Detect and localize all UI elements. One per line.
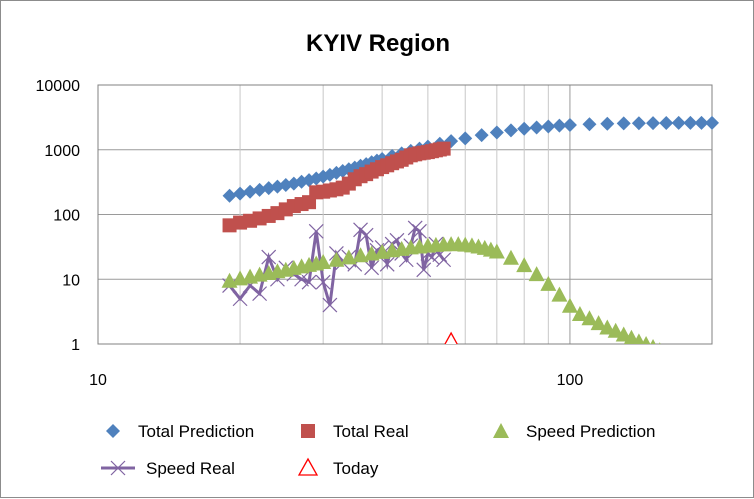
- legend: Total Prediction Total Real Speed Predicti…: [101, 422, 655, 478]
- point-total-prediction: [517, 121, 532, 136]
- legend-item-today: Today: [297, 457, 379, 478]
- point-speed-prediction: [502, 249, 519, 265]
- point-speed-real: [252, 286, 268, 302]
- x-tick-label: 100: [557, 372, 584, 389]
- series-total-prediction: [222, 115, 719, 203]
- point-speed-real: [364, 260, 380, 276]
- point-total-prediction: [582, 117, 597, 132]
- point-speed-real: [315, 274, 331, 290]
- point-speed-prediction: [633, 333, 645, 344]
- point-total-prediction: [489, 125, 504, 140]
- point-speed-prediction: [540, 275, 557, 291]
- legend-item-total-prediction: Total Prediction: [106, 422, 254, 441]
- point-total-prediction: [616, 116, 631, 131]
- point-total-prediction: [233, 186, 248, 201]
- point-total-real: [222, 218, 237, 233]
- point-total-prediction: [474, 128, 489, 143]
- point-speed-prediction: [328, 251, 345, 267]
- point-speed-prediction: [658, 342, 661, 344]
- point-total-prediction: [541, 119, 556, 134]
- point-total-prediction: [631, 116, 646, 131]
- y-tick-label: 10: [62, 272, 80, 289]
- point-total-prediction: [659, 115, 674, 130]
- point-speed-prediction: [561, 297, 578, 313]
- point-total-prediction: [261, 181, 276, 196]
- point-speed-real: [308, 223, 324, 239]
- series-speed-prediction: [221, 236, 661, 344]
- legend-item-total-real: Total Real: [301, 422, 409, 441]
- point-speed-prediction: [551, 286, 568, 302]
- point-speed-real: [358, 227, 374, 243]
- point-speed-real: [407, 220, 423, 236]
- point-total-prediction: [552, 118, 567, 133]
- point-speed-real: [379, 256, 395, 272]
- chart-title: KYIV Region: [306, 30, 450, 57]
- legend-label-total-real: Total Real: [333, 422, 409, 441]
- point-speed-prediction: [516, 257, 533, 273]
- point-speed-prediction: [590, 315, 607, 331]
- x-axis-tick-labels: 10 100: [89, 372, 583, 389]
- point-total-prediction: [671, 115, 686, 130]
- point-speed-real: [261, 249, 277, 265]
- point-speed-prediction: [581, 310, 598, 326]
- point-speed-prediction: [488, 243, 505, 259]
- legend-label-total-prediction: Total Prediction: [138, 422, 254, 441]
- point-total-prediction: [694, 115, 709, 130]
- y-tick-label: 1000: [44, 143, 80, 160]
- point-total-prediction: [222, 188, 237, 203]
- point-speed-prediction: [352, 247, 369, 263]
- point-speed-prediction: [528, 266, 545, 282]
- legend-label-speed-prediction: Speed Prediction: [526, 422, 655, 441]
- point-speed-prediction: [607, 322, 624, 338]
- y-tick-label: 1: [71, 337, 80, 354]
- point-today: [444, 331, 458, 344]
- x-tick-label: 10: [89, 372, 107, 389]
- point-total-prediction: [683, 115, 698, 130]
- point-speed-prediction: [650, 338, 656, 344]
- point-total-prediction: [529, 120, 544, 135]
- legend-item-speed-prediction: Speed Prediction: [493, 422, 655, 441]
- point-speed-real: [301, 274, 317, 290]
- series-today: [444, 331, 458, 344]
- y-tick-label: 100: [53, 208, 80, 225]
- point-total-prediction: [458, 131, 473, 146]
- point-speed-real: [416, 262, 432, 278]
- point-total-prediction: [503, 123, 518, 138]
- point-speed-real: [436, 252, 452, 268]
- legend-item-speed-real: Speed Real: [101, 459, 235, 478]
- point-total-real: [436, 141, 451, 156]
- point-speed-real: [412, 223, 427, 239]
- point-speed-real: [232, 291, 248, 307]
- point-speed-prediction: [340, 249, 357, 265]
- series-layer: [221, 115, 719, 344]
- legend-label-today: Today: [333, 459, 379, 478]
- point-speed-real: [322, 297, 338, 313]
- point-speed-prediction: [599, 319, 616, 335]
- point-total-prediction: [646, 116, 661, 131]
- legend-label-speed-real: Speed Real: [146, 459, 235, 478]
- y-axis-tick-labels: 1 10 100 1000 10000: [36, 78, 81, 354]
- point-total-prediction: [252, 182, 267, 197]
- y-tick-label: 10000: [36, 78, 81, 95]
- series-total-real: [222, 141, 451, 233]
- plot-area: [97, 84, 713, 345]
- point-total-prediction: [600, 116, 615, 131]
- point-total-prediction: [243, 184, 258, 199]
- point-total-prediction: [705, 115, 719, 130]
- point-total-prediction: [562, 118, 577, 133]
- point-speed-prediction: [571, 306, 588, 322]
- point-speed-prediction: [315, 253, 332, 269]
- point-speed-prediction: [641, 336, 651, 344]
